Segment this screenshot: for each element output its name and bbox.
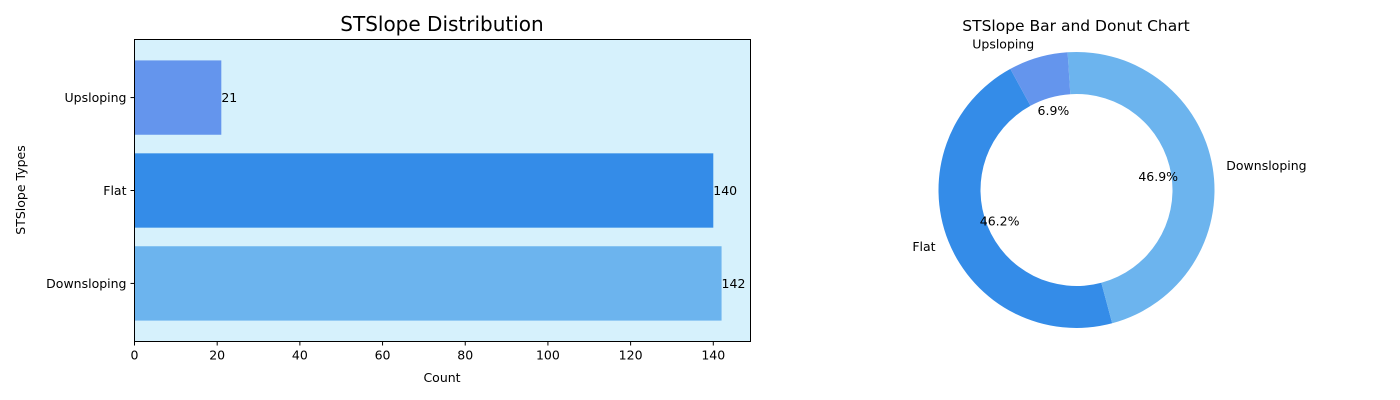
x-tick-label: 140 [701, 348, 725, 363]
bars [134, 60, 722, 321]
bar-data-label-flat: 140 [713, 183, 737, 198]
bar-chart: STSlope Distribution 21 140 142 0 20 40 60 80 1… [13, 12, 751, 385]
bar-chart-title: STSlope Distribution [340, 12, 543, 36]
x-axis-title: Count [423, 370, 460, 385]
x-tick-label: 60 [375, 348, 391, 363]
bar-data-label-downsloping: 142 [722, 276, 746, 291]
donut-slice-label-downsloping: Downsloping [1226, 158, 1306, 173]
bar-upsloping [134, 60, 222, 135]
y-tick-label-downsloping: Downsloping [46, 276, 126, 291]
x-tick-label: 20 [209, 348, 225, 363]
bar-flat [134, 153, 714, 228]
donut-slice-labels: Flat Downsloping Upsloping [912, 37, 1306, 254]
donut-slice-upsloping [1010, 52, 1071, 106]
x-tick-label: 0 [131, 348, 139, 363]
donut-percent-label-flat: 46.2% [980, 213, 1020, 228]
x-tick-label: 40 [292, 348, 308, 363]
x-axis-ticks: 0 20 40 60 80 100 120 140 [131, 341, 725, 363]
y-axis-ticks: Upsloping Flat Downsloping [46, 90, 135, 291]
x-tick-label: 120 [619, 348, 643, 363]
donut-percent-label-upsloping: 6.9% [1038, 103, 1070, 118]
bar-data-labels: 21 140 142 [221, 90, 745, 291]
x-tick-label: 100 [536, 348, 560, 363]
donut-percent-label-downsloping: 46.9% [1138, 169, 1178, 184]
bar-downsloping [134, 246, 722, 321]
donut-slice-label-upsloping: Upsloping [972, 37, 1034, 52]
donut-slice-label-flat: Flat [912, 239, 935, 254]
y-axis-title: STSlope Types [13, 145, 28, 234]
y-tick-label-flat: Flat [103, 183, 126, 198]
y-tick-label-upsloping: Upsloping [65, 90, 127, 105]
donut-slices [938, 52, 1215, 329]
donut-percent-labels: 46.2% 46.9% 6.9% [980, 103, 1178, 228]
bar-data-label-upsloping: 21 [221, 90, 237, 105]
x-tick-label: 80 [457, 348, 473, 363]
donut-chart-title: STSlope Bar and Donut Chart [962, 17, 1189, 35]
donut-slice-downsloping [1067, 52, 1215, 324]
donut-chart: STSlope Bar and Donut Chart Flat Downslop… [912, 17, 1307, 329]
donut-slice-flat [938, 68, 1113, 329]
